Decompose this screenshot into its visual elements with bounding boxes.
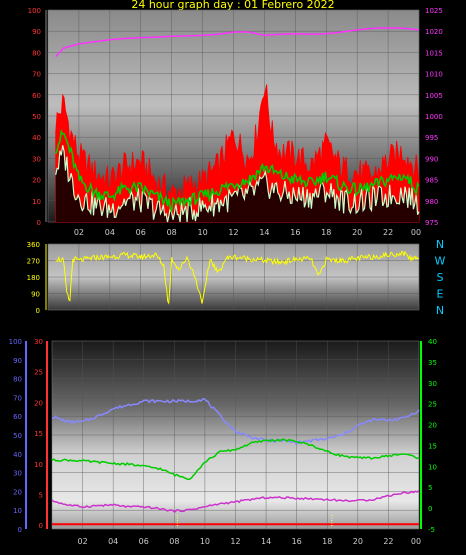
left-temp-axis-tick: 30 xyxy=(34,338,43,346)
right-temp-axis-tick: 15 xyxy=(428,442,437,450)
left-axis-tick: 20 xyxy=(32,177,41,185)
compass-label: S xyxy=(437,271,444,284)
dewpoint-series xyxy=(51,490,420,513)
humidity-axis-tick: 10 xyxy=(13,507,22,515)
x-tick-label: 00 xyxy=(411,228,421,237)
right-temp-axis-tick: 5 xyxy=(428,484,432,492)
x-tick-label: 18 xyxy=(322,537,332,546)
left-axis-tick: 50 xyxy=(32,113,41,121)
humidity-axis-tick: 50 xyxy=(13,432,22,440)
right-temp-axis-tick: 35 xyxy=(428,359,437,367)
humidity-axis-tick: 80 xyxy=(13,376,22,384)
x-tick-label: 06 xyxy=(139,537,149,546)
humidity-axis-tick: 100 xyxy=(9,338,22,346)
x-tick-label: 22 xyxy=(383,228,393,237)
compass-label: N xyxy=(436,238,444,251)
left-axis-tick: 10 xyxy=(32,198,41,206)
left-axis-tick: 60 xyxy=(32,92,41,100)
x-tick-label: 20 xyxy=(352,228,362,237)
right-temp-axis-tick: -5 xyxy=(428,526,435,534)
right-axis-tick: 995 xyxy=(425,134,438,142)
x-tick-label: 06 xyxy=(136,228,146,237)
x-tick-label: 04 xyxy=(108,537,118,546)
left-axis-tick: 80 xyxy=(32,49,41,57)
right-temp-axis-tick: 25 xyxy=(428,401,437,409)
left-axis-tick: 100 xyxy=(28,7,41,15)
right-axis-tick: 975 xyxy=(425,219,438,227)
x-tick-label: 14 xyxy=(261,537,271,546)
humidity-series xyxy=(51,397,420,445)
right-axis-tick: 980 xyxy=(425,198,438,206)
right-temp-axis-tick: 40 xyxy=(428,338,437,346)
x-tick-label: 00 xyxy=(411,537,421,546)
compass-label: N xyxy=(436,304,444,317)
left-axis-tick: 40 xyxy=(32,134,41,142)
left-temp-axis-tick: 0 xyxy=(39,522,43,530)
direction-axis-tick: 360 xyxy=(27,241,40,249)
x-tick-label: 18 xyxy=(321,228,331,237)
right-axis-tick: 1015 xyxy=(425,49,443,57)
right-axis-tick: 1025 xyxy=(425,7,443,15)
x-tick-label: 02 xyxy=(77,537,87,546)
x-tick-label: 04 xyxy=(105,228,115,237)
direction-axis-tick: 270 xyxy=(27,258,40,266)
pressure-series xyxy=(55,27,420,58)
left-axis-tick: 90 xyxy=(32,28,41,36)
right-axis-tick: 1000 xyxy=(425,113,443,121)
x-tick-label: 12 xyxy=(228,228,238,237)
direction-axis-tick: 90 xyxy=(31,291,40,299)
left-axis-tick: 30 xyxy=(32,155,41,163)
right-axis-tick: 990 xyxy=(425,155,438,163)
humidity-axis-tick: 0 xyxy=(18,526,22,534)
speed-series-fill xyxy=(55,145,419,222)
direction-axis-tick: 0 xyxy=(36,307,40,315)
compass-label: E xyxy=(437,288,444,301)
compass-label: W xyxy=(435,255,446,268)
x-tick-label: 08 xyxy=(167,228,177,237)
x-tick-label: 16 xyxy=(290,228,300,237)
x-tick-label: 12 xyxy=(230,537,240,546)
x-tick-label: 08 xyxy=(169,537,179,546)
left-temp-axis-tick: 20 xyxy=(34,399,43,407)
right-axis-tick: 985 xyxy=(425,177,438,185)
left-axis-tick: 70 xyxy=(32,71,41,79)
left-temp-axis-tick: 25 xyxy=(34,369,43,377)
left-axis-tick: 0 xyxy=(37,219,41,227)
humidity-axis-tick: 70 xyxy=(13,394,22,402)
x-tick-label: 22 xyxy=(383,537,393,546)
left-temp-axis-tick: 10 xyxy=(34,461,43,469)
right-axis-tick: 1020 xyxy=(425,28,443,36)
humidity-axis-tick: 30 xyxy=(13,470,22,478)
x-tick-label: 16 xyxy=(292,537,302,546)
right-temp-axis-tick: 20 xyxy=(428,422,437,430)
chart-title: 24 hour graph day : 01 Febrero 2022 xyxy=(131,0,335,11)
left-temp-axis-tick: 15 xyxy=(34,430,43,438)
temperature-series xyxy=(51,438,420,481)
right-temp-axis-tick: 0 xyxy=(428,505,432,513)
x-tick-label: 14 xyxy=(259,228,269,237)
x-tick-label: 10 xyxy=(197,228,207,237)
left-temp-axis-tick: 5 xyxy=(39,492,43,500)
right-temp-axis-tick: 10 xyxy=(428,463,437,471)
humidity-axis-tick: 20 xyxy=(13,488,22,496)
average-series xyxy=(54,129,420,214)
speed-series xyxy=(55,145,420,223)
right-axis-tick: 1005 xyxy=(425,92,443,100)
x-tick-label: 10 xyxy=(200,537,210,546)
x-tick-label: 02 xyxy=(74,228,84,237)
direction-axis-tick: 180 xyxy=(27,274,40,282)
x-tick-label: 20 xyxy=(353,537,363,546)
right-axis-tick: 1010 xyxy=(425,71,443,79)
humidity-axis-tick: 40 xyxy=(13,451,22,459)
right-temp-axis-tick: 30 xyxy=(428,380,437,388)
direction-series xyxy=(55,250,420,305)
humidity-axis-tick: 90 xyxy=(13,357,22,365)
humidity-axis-tick: 60 xyxy=(13,413,22,421)
